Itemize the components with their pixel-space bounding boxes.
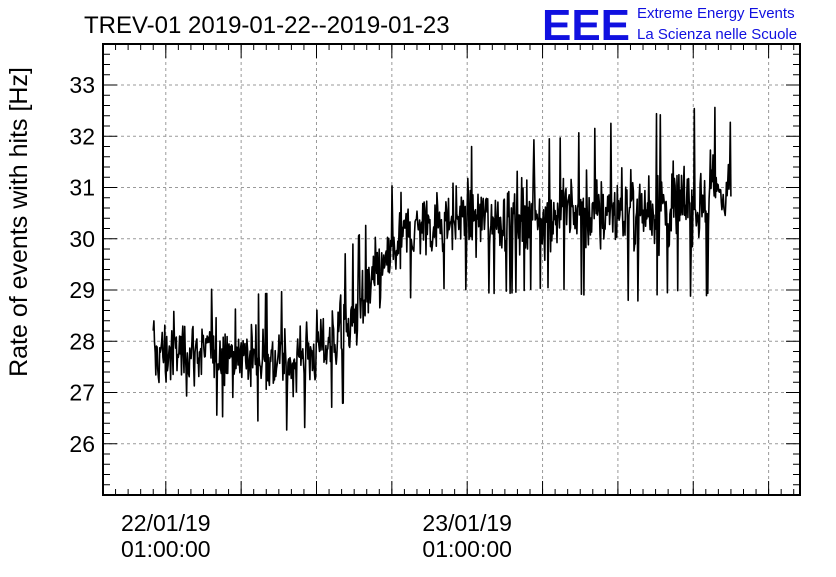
x-tick-label-time: 01:00:00: [121, 536, 211, 562]
x-tick-label-time: 01:00:00: [422, 536, 512, 562]
chart-title: TREV-01 2019-01-22--2019-01-23: [84, 12, 450, 39]
y-tick-label: 31: [69, 175, 95, 201]
org-name-line2: La Scienza nelle Scuole: [637, 26, 797, 43]
org-name-line1: Extreme Energy Events: [637, 5, 795, 22]
plot-frame: [102, 43, 801, 496]
y-tick-label: 28: [69, 328, 95, 354]
eee-logo: EEE Extreme Energy Events La Scienza nel…: [542, 1, 797, 50]
series-line-rate: [152, 106, 732, 431]
x-tick-label-date: 23/01/19: [422, 510, 512, 536]
series-layer: [152, 106, 732, 431]
y-tick-label: 26: [69, 431, 95, 457]
x-tick-label-date: 22/01/19: [121, 510, 211, 536]
y-tick-labels: 26 27 28 29 30 31 32 33: [69, 72, 95, 457]
logo-text: EEE: [542, 1, 630, 50]
y-tick-label: 33: [69, 72, 95, 98]
y-tick-label: 32: [69, 123, 95, 149]
y-tick-label: 29: [69, 277, 95, 303]
y-tick-label: 30: [69, 226, 95, 252]
y-tick-label: 27: [69, 380, 95, 406]
y-axis-label: Rate of events with hits [Hz]: [5, 67, 33, 377]
